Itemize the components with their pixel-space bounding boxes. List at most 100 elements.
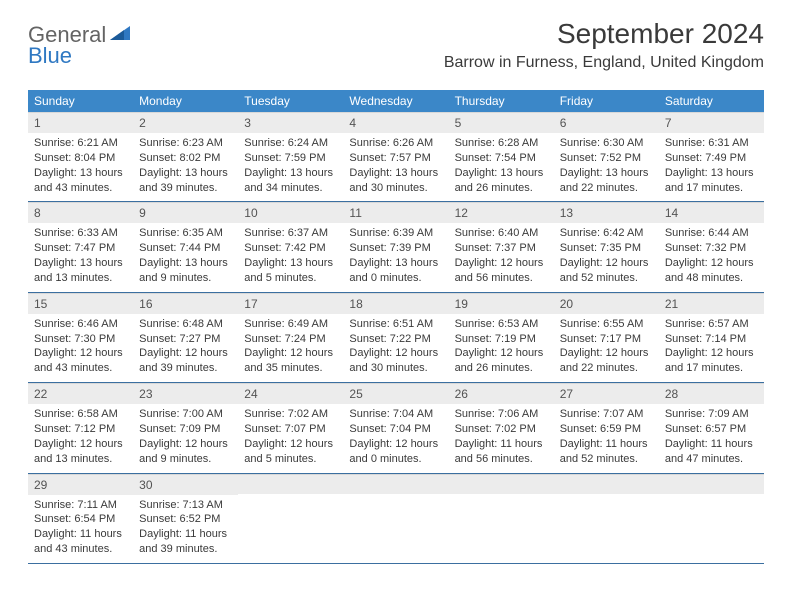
location: Barrow in Furness, England, United Kingd… [444, 54, 764, 72]
day-cell: 3Sunrise: 6:24 AMSunset: 7:59 PMDaylight… [238, 112, 343, 201]
day-body: Sunrise: 6:24 AMSunset: 7:59 PMDaylight:… [238, 133, 343, 201]
day-body: Sunrise: 7:07 AMSunset: 6:59 PMDaylight:… [554, 404, 659, 472]
daylight-line: Daylight: 13 hours and 22 minutes. [560, 166, 653, 196]
dow-cell: Monday [133, 90, 238, 112]
sunrise-line: Sunrise: 7:02 AM [244, 407, 337, 422]
weeks: 1 Sunrise: 6:21 AMSunset: 8:04 PM Daylight… [28, 112, 764, 564]
day-body: Sunrise: 6:39 AMSunset: 7:39 PMDaylight:… [343, 223, 448, 291]
day-number: 15 [28, 293, 133, 314]
sunrise-line: Sunrise: 6:53 AM [455, 317, 548, 332]
day-body: Sunrise: 6:46 AMSunset: 7:30 PMDaylight:… [28, 314, 133, 382]
sunset-line: Sunset: 7:17 PM [560, 332, 653, 347]
day-body: Sunrise: 7:11 AMSunset: 6:54 PMDaylight:… [28, 495, 133, 563]
title-block: September 2024 Barrow in Furness, Englan… [444, 18, 764, 72]
sunset-line: Sunset: 7:39 PM [349, 241, 442, 256]
dow-cell: Wednesday [343, 90, 448, 112]
week-row: 1 Sunrise: 6:21 AMSunset: 8:04 PM Daylight… [28, 112, 764, 202]
day-number: 18 [343, 293, 448, 314]
calendar: SundayMondayTuesdayWednesdayThursdayFrid… [28, 90, 764, 564]
day-number: 2 [133, 112, 238, 133]
day-cell: 23Sunrise: 7:00 AMSunset: 7:09 PMDayligh… [133, 383, 238, 472]
sunset-line: Sunset: 6:54 PM [34, 512, 127, 527]
day-number: 25 [343, 383, 448, 404]
daylight-line: Daylight: 12 hours and 17 minutes. [665, 346, 758, 376]
daylight-line: Daylight: 12 hours and 35 minutes. [244, 346, 337, 376]
sunrise-line: Sunrise: 7:00 AM [139, 407, 232, 422]
day-number: 13 [554, 202, 659, 223]
sunset-line: Sunset: 6:57 PM [665, 422, 758, 437]
sunrise-line: Sunrise: 6:21 AM [34, 136, 127, 151]
sunset-line: Sunset: 7:27 PM [139, 332, 232, 347]
daylight-line: Daylight: 12 hours and 52 minutes. [560, 256, 653, 286]
day-number: 4 [343, 112, 448, 133]
daylight-line: Daylight: 12 hours and 5 minutes. [244, 437, 337, 467]
daylight-line: Daylight: 13 hours and 9 minutes. [139, 256, 232, 286]
day-cell: 6Sunrise: 6:30 AMSunset: 7:52 PMDaylight… [554, 112, 659, 201]
sunset-line: Sunset: 8:04 PM [34, 151, 127, 166]
day-cell [343, 474, 448, 563]
empty-day-number [343, 474, 448, 494]
day-cell: 29Sunrise: 7:11 AMSunset: 6:54 PMDayligh… [28, 474, 133, 563]
sunrise-line: Sunrise: 6:42 AM [560, 226, 653, 241]
day-cell: 8Sunrise: 6:33 AMSunset: 7:47 PMDaylight… [28, 202, 133, 291]
empty-day-body [343, 494, 448, 552]
day-cell: 17Sunrise: 6:49 AMSunset: 7:24 PMDayligh… [238, 293, 343, 382]
daylight-line: Daylight: 13 hours and 0 minutes. [349, 256, 442, 286]
day-body: Sunrise: 6:40 AMSunset: 7:37 PMDaylight:… [449, 223, 554, 291]
daylight-line: Daylight: 13 hours and 13 minutes. [34, 256, 127, 286]
day-number: 1 [28, 112, 133, 133]
day-cell: 30Sunrise: 7:13 AMSunset: 6:52 PMDayligh… [133, 474, 238, 563]
daylight-line: Daylight: 12 hours and 9 minutes. [139, 437, 232, 467]
empty-day-number [449, 474, 554, 494]
day-body: Sunrise: 7:09 AMSunset: 6:57 PMDaylight:… [659, 404, 764, 472]
daylight-line: Daylight: 13 hours and 26 minutes. [455, 166, 548, 196]
day-number: 21 [659, 293, 764, 314]
day-body: Sunrise: 6:23 AMSunset: 8:02 PMDaylight:… [133, 133, 238, 201]
empty-day-number [554, 474, 659, 494]
day-body: Sunrise: 6:33 AMSunset: 7:47 PMDaylight:… [28, 223, 133, 291]
sunset-line: Sunset: 7:09 PM [139, 422, 232, 437]
day-cell [659, 474, 764, 563]
sunset-line: Sunset: 7:49 PM [665, 151, 758, 166]
day-cell: 24Sunrise: 7:02 AMSunset: 7:07 PMDayligh… [238, 383, 343, 472]
sunrise-line: Sunrise: 6:24 AM [244, 136, 337, 151]
sunset-line: Sunset: 7:14 PM [665, 332, 758, 347]
daylight-line: Daylight: 11 hours and 56 minutes. [455, 437, 548, 467]
week-row: 29Sunrise: 7:11 AMSunset: 6:54 PMDayligh… [28, 474, 764, 564]
empty-day-body [238, 494, 343, 552]
day-cell [238, 474, 343, 563]
day-cell: 13Sunrise: 6:42 AMSunset: 7:35 PMDayligh… [554, 202, 659, 291]
day-number: 17 [238, 293, 343, 314]
day-number: 16 [133, 293, 238, 314]
day-cell [554, 474, 659, 563]
dow-cell: Tuesday [238, 90, 343, 112]
sunrise-line: Sunrise: 6:31 AM [665, 136, 758, 151]
daylight-line: Daylight: 12 hours and 0 minutes. [349, 437, 442, 467]
day-cell: 20Sunrise: 6:55 AMSunset: 7:17 PMDayligh… [554, 293, 659, 382]
daylight-line: Daylight: 12 hours and 13 minutes. [34, 437, 127, 467]
sunrise-line: Sunrise: 7:06 AM [455, 407, 548, 422]
day-number: 19 [449, 293, 554, 314]
day-number: 3 [238, 112, 343, 133]
day-body: Sunrise: 6:57 AMSunset: 7:14 PMDaylight:… [659, 314, 764, 382]
day-cell: 21Sunrise: 6:57 AMSunset: 7:14 PMDayligh… [659, 293, 764, 382]
day-body: Sunrise: 6:48 AMSunset: 7:27 PMDaylight:… [133, 314, 238, 382]
day-number: 12 [449, 202, 554, 223]
day-cell: 16Sunrise: 6:48 AMSunset: 7:27 PMDayligh… [133, 293, 238, 382]
day-body: Sunrise: 7:02 AMSunset: 7:07 PMDaylight:… [238, 404, 343, 472]
sunrise-line: Sunrise: 6:49 AM [244, 317, 337, 332]
daylight-line: Daylight: 13 hours and 17 minutes. [665, 166, 758, 196]
day-body: Sunrise: 6:51 AMSunset: 7:22 PMDaylight:… [343, 314, 448, 382]
sunset-line: Sunset: 7:19 PM [455, 332, 548, 347]
sunrise-line: Sunrise: 6:51 AM [349, 317, 442, 332]
day-body: Sunrise: 7:04 AMSunset: 7:04 PMDaylight:… [343, 404, 448, 472]
sunset-line: Sunset: 8:02 PM [139, 151, 232, 166]
day-number: 26 [449, 383, 554, 404]
day-body: Sunrise: 6:28 AMSunset: 7:54 PMDaylight:… [449, 133, 554, 201]
day-cell: 9Sunrise: 6:35 AMSunset: 7:44 PMDaylight… [133, 202, 238, 291]
empty-day-body [659, 494, 764, 552]
dow-cell: Friday [554, 90, 659, 112]
day-body: Sunrise: 7:06 AMSunset: 7:02 PMDaylight:… [449, 404, 554, 472]
sunrise-line: Sunrise: 6:55 AM [560, 317, 653, 332]
daylight-line: Daylight: 13 hours and 39 minutes. [139, 166, 232, 196]
